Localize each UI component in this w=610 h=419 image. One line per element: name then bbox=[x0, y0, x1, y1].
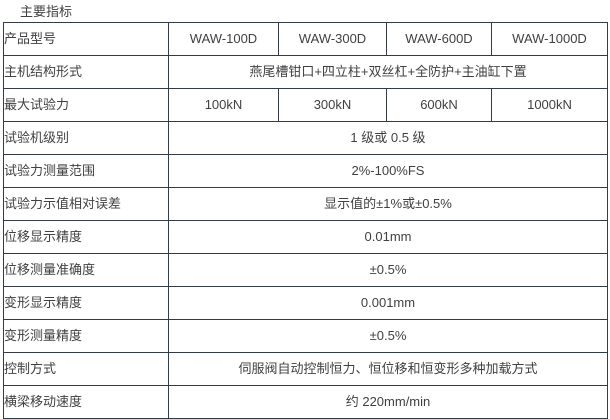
table-row-structure: 主机结构形式 燕尾槽钳口+四立柱+双丝杠+全防护+主油缸下置 bbox=[3, 55, 608, 89]
spec-page: { "title": "主要指标", "colors": { "border":… bbox=[3, 4, 608, 419]
table-row-max-force: 最大试验力 100kN 300kN 600kN 1000kN bbox=[3, 88, 608, 122]
value-cell: 约 220mm/min bbox=[168, 385, 608, 419]
row-label: 主机结构形式 bbox=[3, 55, 169, 89]
page-title: 主要指标 bbox=[20, 4, 73, 19]
table-row-force-range: 试验力测量范围 2%-100%FS bbox=[3, 154, 608, 188]
row-label: 位移显示精度 bbox=[3, 220, 169, 254]
row-label: 变形显示精度 bbox=[3, 286, 169, 320]
row-label: 最大试验力 bbox=[3, 88, 169, 122]
table-row-crosshead-speed: 横梁移动速度 约 220mm/min bbox=[3, 385, 608, 419]
row-label: 试验力测量范围 bbox=[3, 154, 169, 188]
value-cell: ±0.5% bbox=[168, 253, 608, 287]
row-label: 变形测量精度 bbox=[3, 319, 169, 353]
table-row-control-mode: 控制方式 伺服阀自动控制恒力、恒位移和恒变形多种加载方式 bbox=[3, 352, 608, 386]
value-cell: 1 级或 0.5 级 bbox=[168, 121, 608, 155]
spec-table: 产品型号 WAW-100D WAW-300D WAW-600D WAW-1000… bbox=[3, 22, 608, 419]
table-row-displacement-accuracy: 位移测量准确度 ±0.5% bbox=[3, 253, 608, 287]
value-cell: 300kN bbox=[278, 88, 387, 122]
row-label: 位移测量准确度 bbox=[3, 253, 169, 287]
value-cell: 600kN bbox=[386, 88, 492, 122]
row-label: 试验机级别 bbox=[3, 121, 169, 155]
table-row-machine-class: 试验机级别 1 级或 0.5 级 bbox=[3, 121, 608, 155]
value-cell: 1000kN bbox=[491, 88, 608, 122]
model-cell: WAW-600D bbox=[386, 22, 492, 56]
table-row-deformation-accuracy: 变形测量精度 ±0.5% bbox=[3, 319, 608, 353]
value-cell: 0.001mm bbox=[168, 286, 608, 320]
table-row-force-error: 试验力示值相对误差 显示值的±1%或±0.5% bbox=[3, 187, 608, 221]
table-row-product-model: 产品型号 WAW-100D WAW-300D WAW-600D WAW-1000… bbox=[3, 22, 608, 56]
table-row-displacement-resolution: 位移显示精度 0.01mm bbox=[3, 220, 608, 254]
model-cell: WAW-1000D bbox=[491, 22, 608, 56]
row-label: 控制方式 bbox=[3, 352, 169, 386]
value-cell: 0.01mm bbox=[168, 220, 608, 254]
row-label: 试验力示值相对误差 bbox=[3, 187, 169, 221]
value-cell: 2%-100%FS bbox=[168, 154, 608, 188]
value-cell: 100kN bbox=[168, 88, 279, 122]
table-row-deformation-resolution: 变形显示精度 0.001mm bbox=[3, 286, 608, 320]
value-cell: 伺服阀自动控制恒力、恒位移和恒变形多种加载方式 bbox=[168, 352, 608, 386]
model-cell: WAW-100D bbox=[168, 22, 279, 56]
row-label: 产品型号 bbox=[3, 22, 169, 56]
row-label: 横梁移动速度 bbox=[3, 385, 169, 419]
value-cell: ±0.5% bbox=[168, 319, 608, 353]
value-cell: 显示值的±1%或±0.5% bbox=[168, 187, 608, 221]
model-cell: WAW-300D bbox=[278, 22, 387, 56]
value-cell: 燕尾槽钳口+四立柱+双丝杠+全防护+主油缸下置 bbox=[168, 55, 608, 89]
